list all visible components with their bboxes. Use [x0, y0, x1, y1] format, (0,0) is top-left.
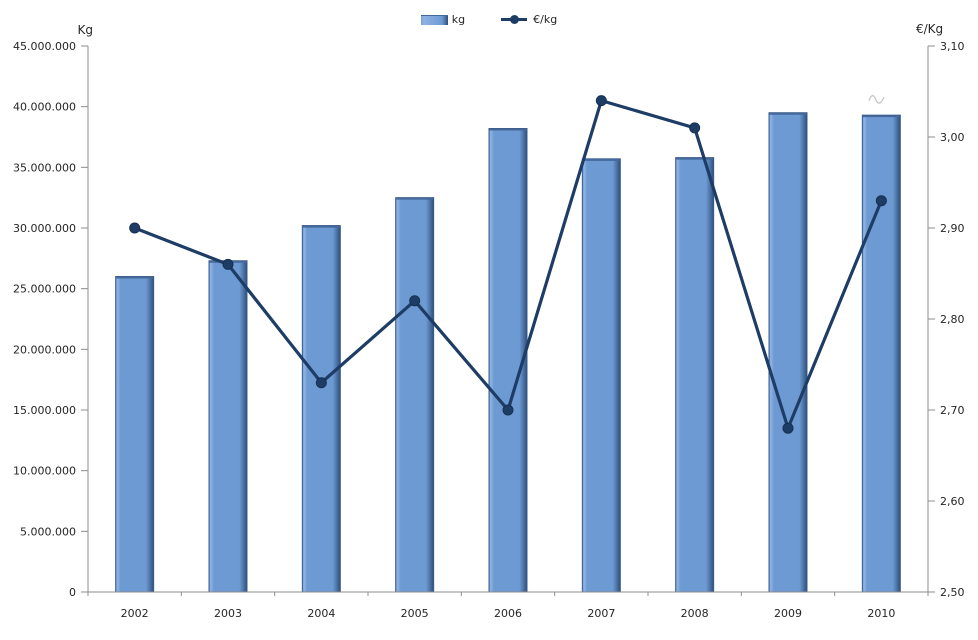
line-point-2010 [875, 195, 887, 207]
left-axis-tick-label: 15.000.000 [13, 404, 76, 417]
line-marker-dot-icon [509, 15, 519, 24]
right-axis-tick-label: 2,90 [940, 222, 965, 235]
line-point-2005 [409, 295, 421, 307]
x-axis-category-label: 2007 [587, 607, 615, 620]
bar-2009 [768, 112, 808, 593]
legend-label-kg: kg [451, 13, 466, 26]
right-axis-tick-label: 2,50 [940, 586, 965, 599]
bar-2006 [488, 128, 528, 593]
line-point-2007 [595, 95, 607, 107]
right-axis-tick-label: 2,60 [940, 495, 965, 508]
left-axis-tick-label: 20.000.000 [13, 343, 76, 356]
legend-item-eur-kg: €/kg [501, 13, 557, 26]
bar-2010 [861, 114, 901, 593]
line-point-2009 [782, 422, 794, 434]
bar-2007 [581, 158, 621, 593]
line-point-2008 [689, 122, 701, 134]
bar-2008 [675, 157, 715, 593]
right-axis-tick-label: 3,00 [940, 131, 965, 144]
bar-2003 [208, 260, 248, 593]
right-axis-tick-label: 2,70 [940, 404, 965, 417]
right-axis-tick-label: 2,80 [940, 313, 965, 326]
right-axis-tick-label: 3,10 [940, 40, 965, 53]
left-axis-tick-label: 10.000.000 [13, 465, 76, 478]
left-axis-tick-label: 45.000.000 [13, 40, 76, 53]
bar-series-swatch-icon [420, 14, 448, 25]
legend-item-kg: kg [420, 13, 466, 26]
line-point-2006 [502, 404, 514, 416]
bar-2004 [301, 225, 341, 593]
line-point-2003 [222, 258, 234, 270]
x-axis-category-label: 2004 [307, 607, 335, 620]
legend-label-eur-kg: €/kg [533, 13, 558, 26]
left-axis-title: Kg [77, 23, 94, 37]
x-axis-category-label: 2009 [774, 607, 802, 620]
left-axis-tick-label: 25.000.000 [13, 283, 76, 296]
faint-squiggle-artifact [868, 95, 885, 104]
left-axis-tick-label: 5.000.000 [20, 525, 76, 538]
line-point-2002 [129, 222, 141, 234]
legend: kg €/kg [0, 13, 978, 26]
x-axis-category-label: 2008 [681, 607, 709, 620]
x-axis-category-label: 2006 [494, 607, 522, 620]
x-axis-category-label: 2005 [401, 607, 429, 620]
left-axis-tick-label: 30.000.000 [13, 222, 76, 235]
x-axis-category-label: 2003 [214, 607, 242, 620]
line-series-swatch-icon [501, 15, 528, 24]
left-axis-tick-label: 35.000.000 [13, 161, 76, 174]
right-axis-title: €/Kg [916, 22, 944, 36]
bar-2005 [395, 197, 435, 593]
line-point-2004 [315, 377, 327, 389]
bar-2002 [115, 276, 155, 593]
left-axis-tick-label: 40.000.000 [13, 101, 76, 114]
left-axis-tick-label: 0 [69, 586, 76, 599]
x-axis-category-label: 2010 [867, 607, 895, 620]
x-axis-category-label: 2002 [121, 607, 149, 620]
